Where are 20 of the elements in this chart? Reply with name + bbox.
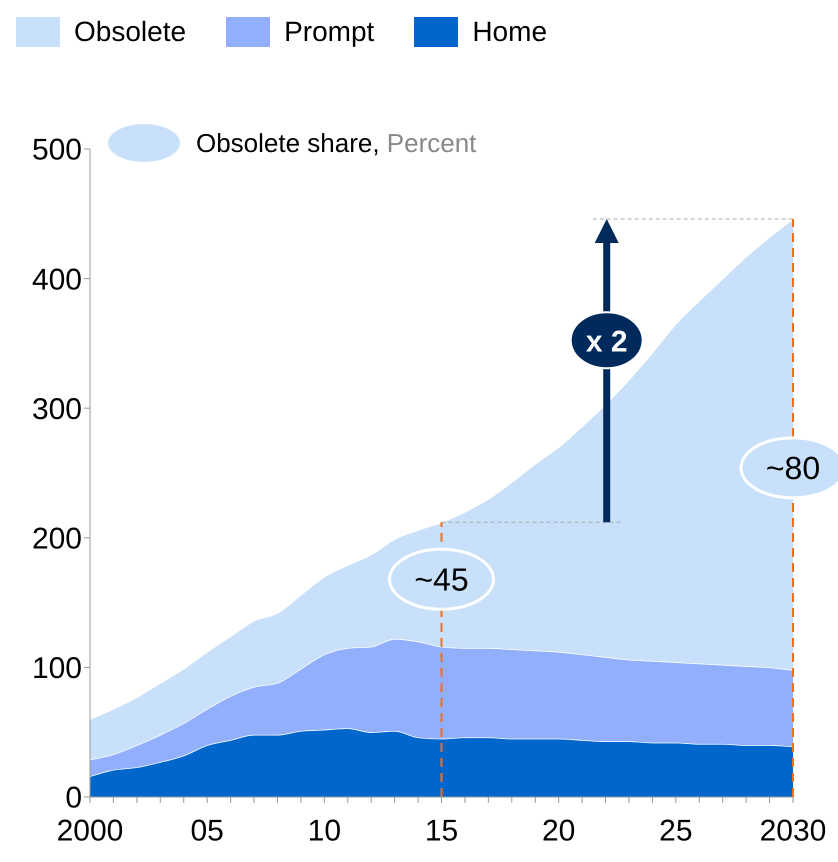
annotation: x 2	[586, 325, 628, 358]
y-tick-label: 400	[32, 263, 82, 296]
legend-label: Home	[472, 16, 548, 48]
x-tick-label: 05	[190, 814, 224, 848]
y-tick-label: 200	[32, 522, 82, 556]
x-tick-label: 20	[542, 814, 576, 848]
y-tick-label: 100	[32, 652, 82, 686]
legend-label: Prompt	[284, 16, 374, 48]
x-tick-label: 25	[659, 814, 693, 848]
y-tick-label: 500	[32, 134, 82, 167]
x-tick-label: 2030	[760, 814, 826, 848]
x-tick-label: 10	[308, 814, 342, 848]
y-tick-label: 300	[32, 392, 82, 426]
y-tick-label: 0	[65, 782, 82, 815]
x-tick-label: 15	[424, 814, 458, 848]
annotation: Obsolete share, Percent	[196, 128, 476, 158]
legend-label: Obsolete	[74, 16, 186, 48]
annotation: ~80	[766, 450, 820, 486]
annotation: ~45	[414, 561, 469, 598]
x-tick-label: 2000	[56, 814, 124, 848]
